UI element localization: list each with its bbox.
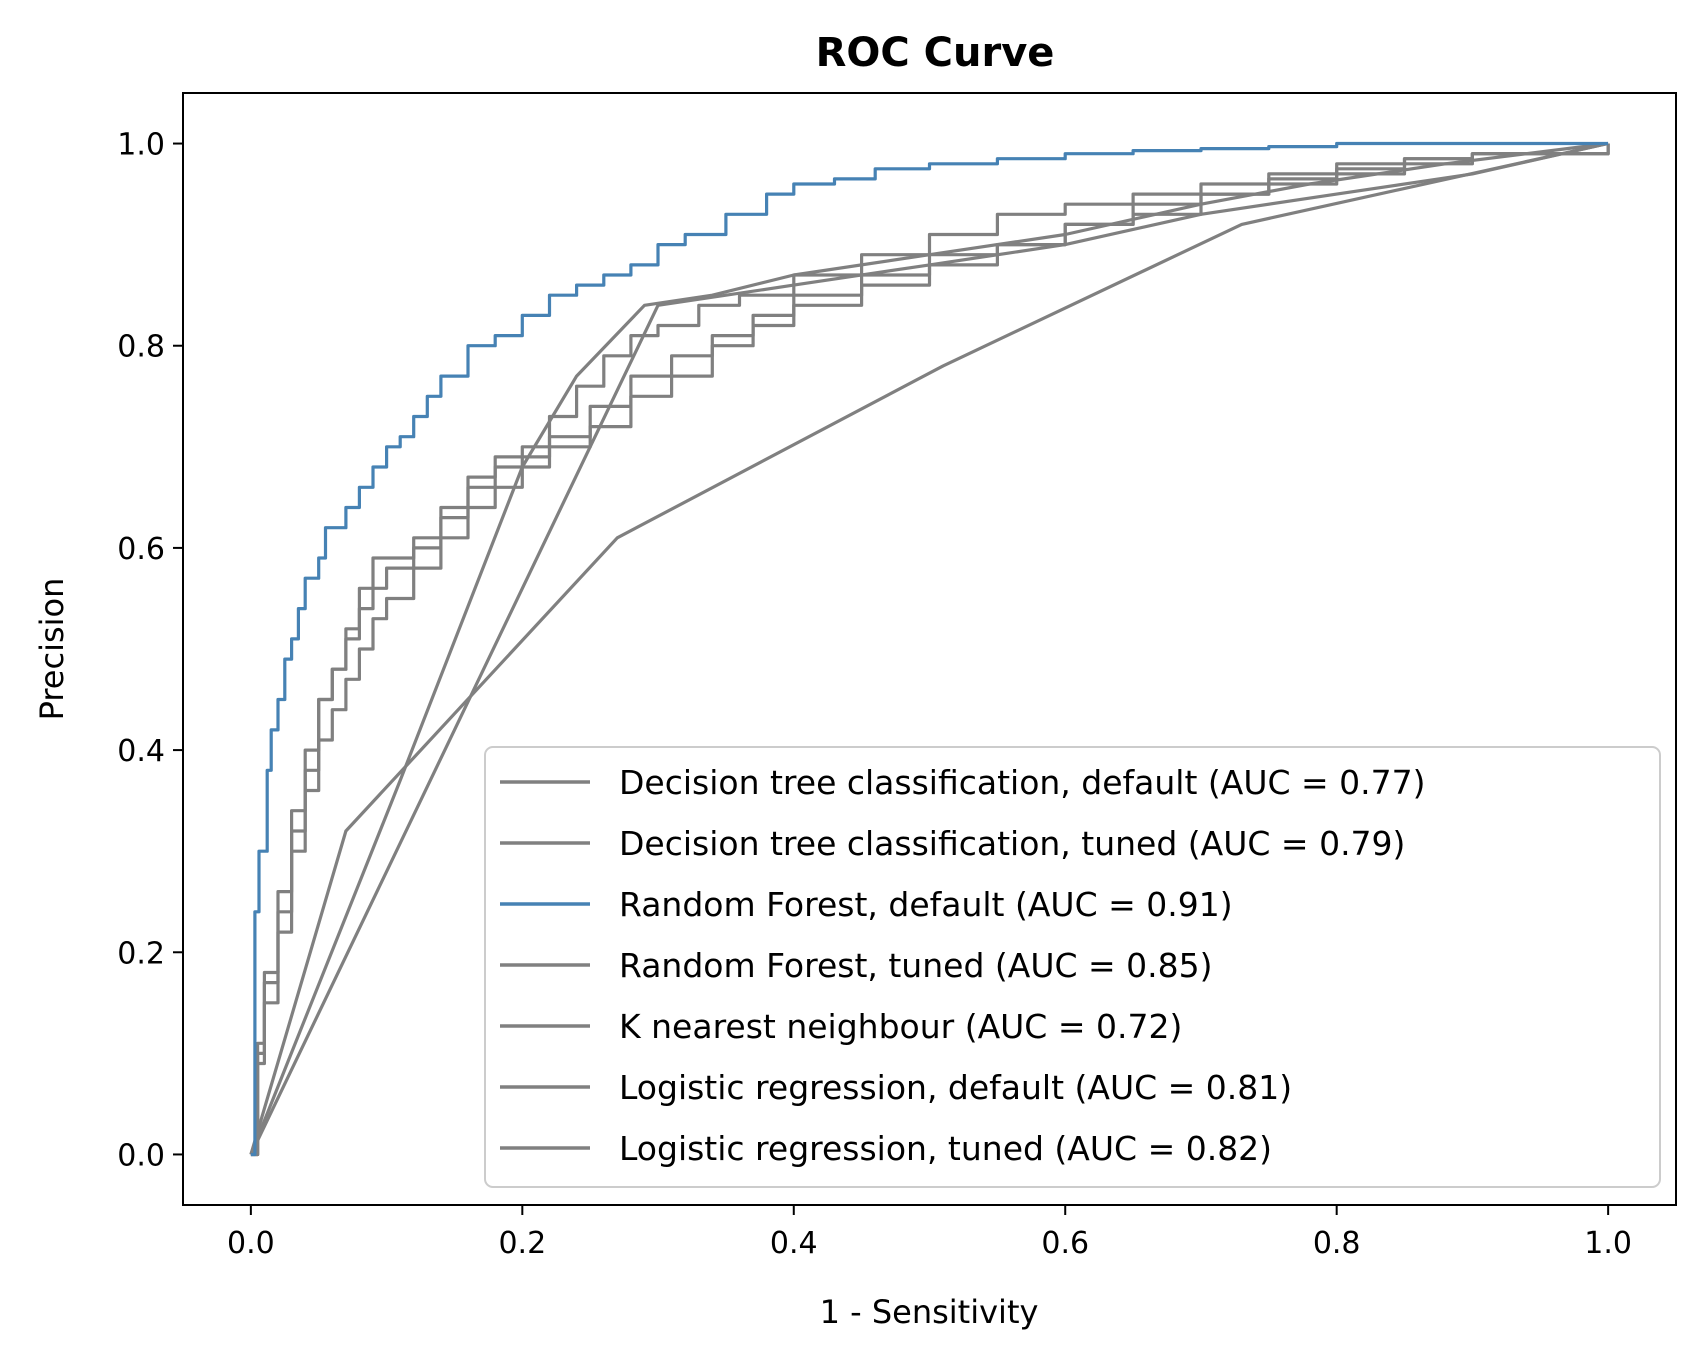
legend-label: Decision tree classification, tuned (AUC… [619,824,1405,863]
x-tick-label: 0.0 [227,1226,275,1261]
y-axis-label: Precision [33,578,71,721]
y-tick-label: 0.0 [117,1138,165,1173]
legend-entry: Random Forest, tuned (AUC = 0.85) [500,946,1213,985]
legend-entry: Logistic regression, tuned (AUC = 0.82) [500,1129,1272,1168]
x-tick-label: 0.6 [1041,1226,1089,1261]
x-tick-label: 1.0 [1584,1226,1632,1261]
y-tick-label: 0.6 [117,532,165,567]
legend-label: Logistic regression, default (AUC = 0.81… [619,1068,1292,1107]
chart-title: ROC Curve [816,30,1055,76]
legend-box [484,746,1661,1188]
legend-entry: K nearest neighbour (AUC = 0.72) [500,1007,1182,1046]
y-tick-label: 0.4 [117,734,165,769]
x-axis-label: 1 - Sensitivity [820,1293,1039,1331]
series-line-0 [249,141,1609,1155]
legend-label: Random Forest, default (AUC = 0.91) [619,885,1233,924]
legend-entry: Random Forest, default (AUC = 0.91) [500,885,1233,924]
plot-series [249,141,1610,1157]
x-tick-label: 0.8 [1313,1226,1361,1261]
x-tick-label: 0.4 [770,1226,818,1261]
legend-entry: Logistic regression, default (AUC = 0.81… [500,1068,1292,1107]
legend-label: Logistic regression, tuned (AUC = 0.82) [619,1129,1272,1168]
series-line-6 [250,143,1610,1157]
y-tick-label: 1.0 [117,128,165,163]
legend-entry: Decision tree classification, tuned (AUC… [500,824,1405,863]
plot-frame [182,92,1677,1206]
legend-label: K nearest neighbour (AUC = 0.72) [619,1007,1182,1046]
y-tick-label: 0.2 [117,936,165,971]
legend-label: Decision tree classification, default (A… [619,763,1426,802]
legend-entry: Decision tree classification, default (A… [500,763,1426,802]
series-line-2 [250,141,1609,1157]
y-tick-label: 0.8 [117,330,165,365]
legend-label: Random Forest, tuned (AUC = 0.85) [619,946,1213,985]
legend: Decision tree classification, default (A… [484,746,1661,1188]
axis-ticks: 0.0 0.2 0.4 0.6 0.8 1.0 0.0 0.2 0.4 0.6 0.8 1.0 [117,128,1632,1261]
x-tick-label: 0.2 [498,1226,546,1261]
